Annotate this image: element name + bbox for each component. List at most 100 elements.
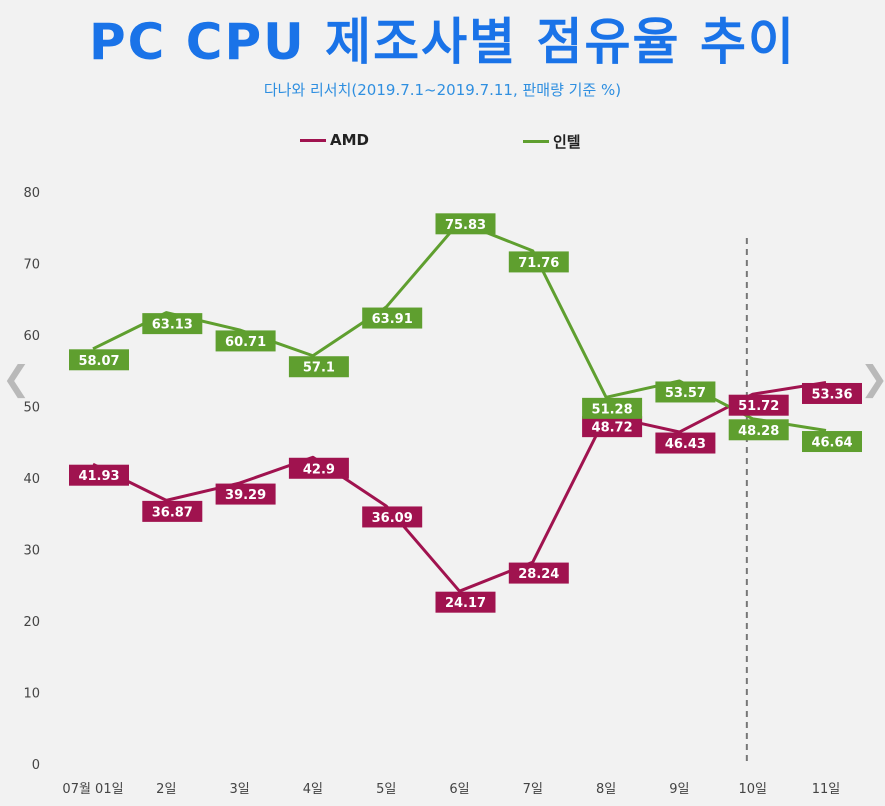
data-label-text: 51.72	[738, 399, 779, 414]
data-label: 58.07	[69, 349, 129, 371]
x-tick-label: 4일	[303, 782, 323, 797]
x-tick-label: 8일	[596, 782, 616, 797]
data-label-text: 71.76	[518, 256, 559, 271]
data-label: 60.71	[215, 330, 276, 352]
y-tick-label: 10	[23, 687, 40, 702]
data-label: 42.9	[288, 457, 349, 479]
x-tick-label: 6일	[449, 782, 469, 797]
data-label-text: 28.24	[518, 567, 559, 582]
data-label-text: 57.1	[303, 361, 335, 376]
data-label-box	[142, 313, 203, 335]
data-label-box	[215, 330, 276, 352]
legend-item-amd: AMD	[300, 131, 369, 149]
x-tick-label: 07월 01일	[62, 782, 123, 797]
y-tick-label: 80	[23, 186, 40, 201]
data-label-box	[288, 457, 349, 479]
data-label-box	[288, 356, 349, 378]
x-tick-label: 5일	[376, 782, 396, 797]
data-label-box	[508, 251, 569, 273]
data-label: 48.28	[728, 419, 789, 441]
data-label-box	[508, 562, 569, 584]
data-label-text: 36.09	[372, 511, 413, 526]
data-label: 46.64	[802, 431, 862, 453]
data-label-box	[69, 464, 129, 486]
y-tick-label: 40	[23, 472, 40, 487]
x-tick-label: 2일	[156, 782, 176, 797]
data-label: 53.36	[802, 382, 862, 404]
data-label: 24.17	[435, 591, 496, 613]
data-label-box	[802, 431, 862, 453]
y-tick-label: 70	[23, 258, 40, 273]
data-label-box	[435, 213, 496, 235]
data-label-text: 48.72	[592, 421, 633, 436]
data-label: 36.87	[142, 500, 203, 522]
data-label: 41.93	[69, 464, 129, 486]
legend-label-amd: AMD	[330, 131, 369, 149]
data-label-text: 53.36	[811, 387, 852, 402]
chart-title: PC CPU 제조사별 점유율 추이	[89, 13, 796, 71]
data-label-text: 58.07	[78, 354, 119, 369]
series-line-amd	[92, 380, 827, 593]
data-label: 63.91	[362, 307, 423, 329]
data-label-text: 63.91	[372, 312, 413, 327]
y-tick-label: 50	[23, 401, 40, 416]
chevron-left-icon[interactable]: ❮	[2, 359, 31, 399]
chevron-right-icon[interactable]: ❯	[860, 362, 885, 396]
data-label-box	[582, 397, 643, 419]
data-label-text: 41.93	[78, 469, 119, 484]
data-label-box	[655, 381, 716, 403]
x-tick-label: 7일	[523, 782, 543, 797]
data-label: 63.13	[142, 313, 203, 335]
data-label-box	[215, 483, 276, 505]
data-label: 71.76	[508, 251, 569, 273]
data-label-text: 24.17	[445, 596, 486, 611]
data-label-box	[362, 506, 423, 528]
data-label-box	[142, 500, 203, 522]
data-label-text: 60.71	[225, 335, 266, 350]
data-label: 75.83	[435, 213, 496, 235]
data-label: 51.72	[728, 394, 789, 416]
data-label-text: 63.13	[152, 318, 193, 333]
data-label: 57.1	[288, 356, 349, 378]
data-label-text: 75.83	[445, 218, 486, 233]
legend-label-intel: 인텔	[553, 133, 581, 151]
data-label: 48.72	[582, 416, 643, 438]
data-label: 36.09	[362, 506, 423, 528]
data-label-text: 51.28	[592, 402, 633, 417]
data-label: 53.57	[655, 381, 716, 403]
y-tick-label: 30	[23, 544, 40, 559]
y-tick-label: 0	[32, 758, 40, 773]
x-tick-label: 11일	[812, 782, 841, 797]
series-line-intel	[92, 220, 827, 433]
x-tick-label: 10일	[738, 782, 767, 797]
x-tick-label: 3일	[229, 782, 249, 797]
data-label-box	[582, 416, 643, 438]
legend-item-intel: 인텔	[523, 131, 581, 152]
legend: AMD 인텔	[0, 131, 885, 155]
data-label-box	[655, 432, 716, 454]
data-label: 39.29	[215, 483, 276, 505]
data-label-box	[435, 591, 496, 613]
data-label-box	[69, 349, 129, 371]
data-label-text: 39.29	[225, 488, 266, 503]
legend-line-amd	[300, 138, 326, 142]
data-label-box	[362, 307, 423, 329]
data-label: 46.43	[655, 432, 716, 454]
data-label-text: 46.64	[811, 436, 852, 451]
y-tick-label: 60	[23, 329, 40, 344]
data-label-text: 48.28	[738, 424, 779, 439]
data-label-text: 53.57	[665, 386, 706, 401]
data-label-text: 36.87	[152, 505, 193, 520]
x-tick-label: 9일	[669, 782, 689, 797]
data-label-box	[802, 382, 862, 404]
legend-line-intel	[523, 140, 549, 143]
data-label: 28.24	[508, 562, 569, 584]
data-label: 51.28	[582, 397, 643, 419]
chart-subtitle: 다나와 리서치(2019.7.1~2019.7.11, 판매량 기준 %)	[263, 81, 622, 99]
data-label-text: 42.9	[303, 462, 335, 477]
y-tick-label: 20	[23, 615, 40, 630]
data-label-box	[728, 394, 789, 416]
data-label-text: 46.43	[665, 437, 706, 452]
data-label-box	[728, 419, 789, 441]
